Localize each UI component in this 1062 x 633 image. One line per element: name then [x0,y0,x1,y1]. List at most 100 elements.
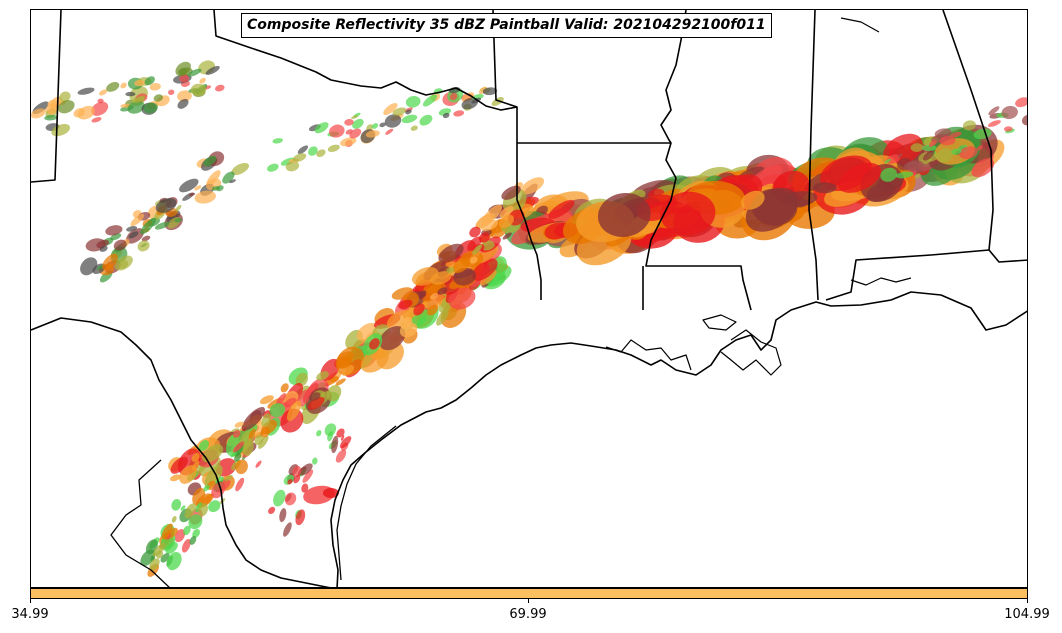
reflectivity-blob [324,423,337,437]
reflectivity-blob [182,192,194,201]
reflectivity-blob [336,428,345,438]
colorbar [30,588,1028,599]
reflectivity-paintball-layer [31,60,1027,577]
reflectivity-blob [866,182,895,203]
reflectivity-blob [180,505,186,511]
reflectivity-blob [155,198,177,213]
reflectivity-blob [242,440,254,456]
reflectivity-blob [199,77,206,84]
reflectivity-blob [371,123,379,129]
reflectivity-blob [880,167,898,182]
reflectivity-blob [114,255,133,271]
reflectivity-blob [280,383,289,393]
reflectivity-blob [203,484,210,492]
reflectivity-blob [272,138,283,144]
reflectivity-blob [130,213,145,227]
reflectivity-blob [284,492,297,506]
reflectivity-blob [166,551,182,571]
rio-grande-border [31,317,331,587]
reflectivity-blob [198,503,209,517]
reflectivity-blob [188,192,196,197]
texas-panhandle-border [31,10,62,183]
reflectivity-blob [127,101,145,114]
reflectivity-blob [914,173,921,179]
map-canvas [31,10,1027,587]
reflectivity-blob [229,179,236,184]
reflectivity-blob [405,96,421,108]
reflectivity-blob [292,153,307,162]
reflectivity-blob [183,525,191,536]
reflectivity-blob [471,97,482,104]
reflectivity-blob [309,392,321,401]
reflectivity-blob [260,426,270,438]
reflectivity-blob [427,304,439,316]
reflectivity-blob [438,243,464,263]
reflectivity-blob [482,204,503,225]
reflectivity-blob [340,137,357,147]
reflectivity-blob [316,371,329,381]
reflectivity-blob [962,120,976,131]
reflectivity-blob [951,148,962,155]
reflectivity-blob [171,515,177,523]
reflectivity-blob [469,256,478,264]
reflectivity-blob [1004,126,1013,132]
reflectivity-blob [286,400,302,422]
reflectivity-blob [241,406,266,431]
reflectivity-blob [192,487,206,505]
reflectivity-blob [77,87,95,95]
reflectivity-blob [77,105,95,120]
reflectivity-blob [430,292,439,300]
reflectivity-blob [472,244,482,255]
reflectivity-blob [316,430,322,437]
colorbar-tick-label-min: 34.99 [11,607,49,622]
reflectivity-blob [987,120,1001,127]
reflectivity-blob [336,356,352,369]
reflectivity-blob [352,118,364,129]
reflectivity-blob [179,74,189,83]
reflectivity-blob [437,287,448,295]
reflectivity-blob [740,190,765,210]
reflectivity-blob [134,79,145,87]
reflectivity-blob [230,452,238,458]
reflectivity-blob [283,522,292,537]
reflectivity-blob [895,171,914,179]
reflectivity-blob [383,102,398,116]
reflectivity-blob [897,153,903,158]
reflectivity-blob [472,258,498,281]
reflectivity-blob [478,86,488,95]
reflectivity-blob [267,163,279,172]
mississippi-river-border [645,10,752,311]
reflectivity-blob [231,162,250,176]
reflectivity-blob [405,109,412,115]
reflectivity-blob [59,91,71,103]
reflectivity-blob [120,82,127,89]
reflectivity-blob [331,376,340,383]
reflectivity-blob [188,514,203,530]
reflectivity-blob [379,326,406,351]
reflectivity-blob [269,403,286,418]
reflectivity-blob [144,76,155,86]
reflectivity-blob [976,145,983,151]
reflectivity-blob [248,428,256,439]
reflectivity-blob [350,115,359,119]
reflectivity-blob [198,440,209,451]
reflectivity-blob [340,435,345,441]
reflectivity-blob [307,396,325,410]
reflectivity-blob [1021,114,1027,126]
reflectivity-blob [211,186,220,191]
reflectivity-blob [259,395,274,405]
reflectivity-blob [285,161,300,172]
reflectivity-blob [398,299,413,310]
reflectivity-blob [149,558,160,571]
reflectivity-blob [137,240,150,252]
reflectivity-blob [255,460,262,468]
reflectivity-blob [141,235,151,242]
reflectivity-blob [140,218,156,235]
reflectivity-blob [401,114,418,124]
reflectivity-blob [491,97,504,106]
reflectivity-blob [469,226,481,238]
reflectivity-blob [384,114,402,128]
colorbar-tick-label-max: 104.99 [1004,607,1050,622]
reflectivity-blob [316,149,326,158]
reflectivity-blob [279,508,287,523]
